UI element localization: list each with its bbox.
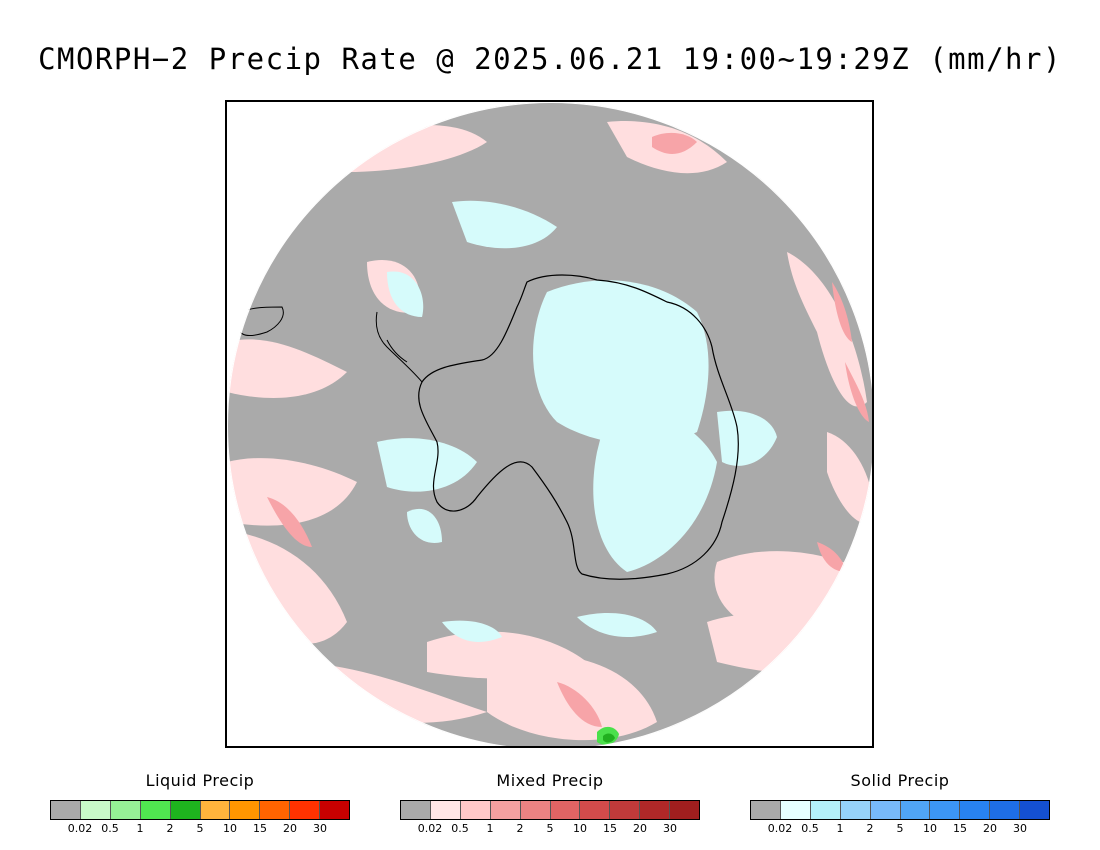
south-america-coastline — [238, 306, 284, 336]
colorbar-swatch — [320, 801, 350, 819]
colorbar-tick-label: 20 — [283, 822, 297, 835]
colorbar-tick-label: 0.02 — [417, 822, 443, 835]
map-frame[interactable] — [225, 100, 874, 748]
colorbar-tick-label: 2 — [866, 822, 874, 835]
polar-precip-map[interactable] — [227, 102, 874, 748]
colorbar-swatch — [751, 801, 781, 819]
map-title: CMORPH−2 Precip Rate @ 2025.06.21 19:00~… — [38, 42, 1062, 76]
antarctic-peninsula-coastline — [375, 311, 423, 383]
colorbar-tick-label: 0.02 — [67, 822, 93, 835]
colorbar-tick-label: 30 — [663, 822, 677, 835]
colorbar-tick-label: 5 — [546, 822, 554, 835]
colorbar-swatch — [550, 801, 581, 819]
colorbar-swatch — [640, 801, 671, 819]
colorbar-tick-label: 15 — [603, 822, 617, 835]
colorbar-tick-label: 5 — [196, 822, 204, 835]
colorbar-swatch — [780, 801, 811, 819]
colorbar-swatch — [810, 801, 841, 819]
colorbar-swatch — [80, 801, 111, 819]
colorbar-tick-label: 30 — [1013, 822, 1027, 835]
colorbar-swatch — [520, 801, 551, 819]
colorbar-tick-label: 2 — [166, 822, 174, 835]
colorbar-swatch — [840, 801, 871, 819]
colorbar-swatch — [930, 801, 961, 819]
colorbar-swatch — [460, 801, 491, 819]
colorbar-tick-label: 10 — [923, 822, 937, 835]
solid-precip-regions — [377, 200, 777, 642]
colorbar-swatch — [290, 801, 321, 819]
colorbar-swatch — [200, 801, 231, 819]
mixed-heavy-regions — [267, 132, 869, 727]
colorbar-tick-label: 15 — [953, 822, 967, 835]
colorbar-tick-label: 10 — [223, 822, 237, 835]
colorbar-swatch — [170, 801, 201, 819]
legend-title: Solid Precip — [850, 771, 950, 790]
colorbar-swatch — [51, 801, 81, 819]
legend-title: Mixed Precip — [496, 771, 604, 790]
precip-field — [227, 102, 872, 746]
colorbar-swatch — [1020, 801, 1050, 819]
colorbar-tick-label: 10 — [573, 822, 587, 835]
colorbar-tick-label: 0.5 — [801, 822, 819, 835]
colorbar-tick-label: 0.5 — [101, 822, 119, 835]
legend-solid: Solid Precip 0.02 0.5 1 2 5 10 15 20 30 — [750, 770, 1050, 835]
colorbar-swatch — [670, 801, 700, 819]
map-disk-edge — [227, 102, 872, 746]
colorbar-ticks: 0.02 0.5 1 2 5 10 15 20 30 — [50, 820, 350, 835]
colorbar-tick-label: 30 — [313, 822, 327, 835]
antarctica-coastline — [418, 274, 739, 580]
colorbar-swatch — [610, 801, 641, 819]
colorbar — [50, 800, 350, 820]
colorbar-tick-label: 0.5 — [451, 822, 469, 835]
colorbar-swatch — [260, 801, 291, 819]
liquid-precip-regions — [597, 726, 619, 745]
colorbar-tick-label: 20 — [983, 822, 997, 835]
legend-mixed: Mixed Precip 0.02 0.5 1 2 5 10 15 20 30 — [400, 770, 700, 835]
colorbar-ticks: 0.02 0.5 1 2 5 10 15 20 30 — [750, 820, 1050, 835]
legend-liquid: Liquid Precip 0.02 0.5 1 2 5 10 15 20 30 — [50, 770, 350, 835]
colorbar-tick-label: 15 — [253, 822, 267, 835]
colorbar — [400, 800, 700, 820]
colorbar-tick-label: 2 — [516, 822, 524, 835]
colorbar-tick-label: 5 — [896, 822, 904, 835]
colorbar-swatch — [490, 801, 521, 819]
colorbar-tick-label: 1 — [136, 822, 144, 835]
colorbar-swatch — [580, 801, 611, 819]
colorbar-tick-label: 20 — [633, 822, 647, 835]
colorbar-swatch — [900, 801, 931, 819]
colorbar-swatch — [401, 801, 431, 819]
colorbar — [750, 800, 1050, 820]
colorbar-swatch — [110, 801, 141, 819]
colorbar-swatch — [960, 801, 991, 819]
colorbar-tick-label: 1 — [836, 822, 844, 835]
legend-title: Liquid Precip — [145, 771, 255, 790]
colorbar-ticks: 0.02 0.5 1 2 5 10 15 20 30 — [400, 820, 700, 835]
colorbar-tick-label: 0.02 — [767, 822, 793, 835]
colorbar-swatch — [230, 801, 261, 819]
colorbar-swatch — [990, 801, 1021, 819]
colorbar-tick-label: 1 — [486, 822, 494, 835]
colorbar-swatch — [430, 801, 461, 819]
colorbar-swatch — [140, 801, 171, 819]
colorbar-swatch — [870, 801, 901, 819]
